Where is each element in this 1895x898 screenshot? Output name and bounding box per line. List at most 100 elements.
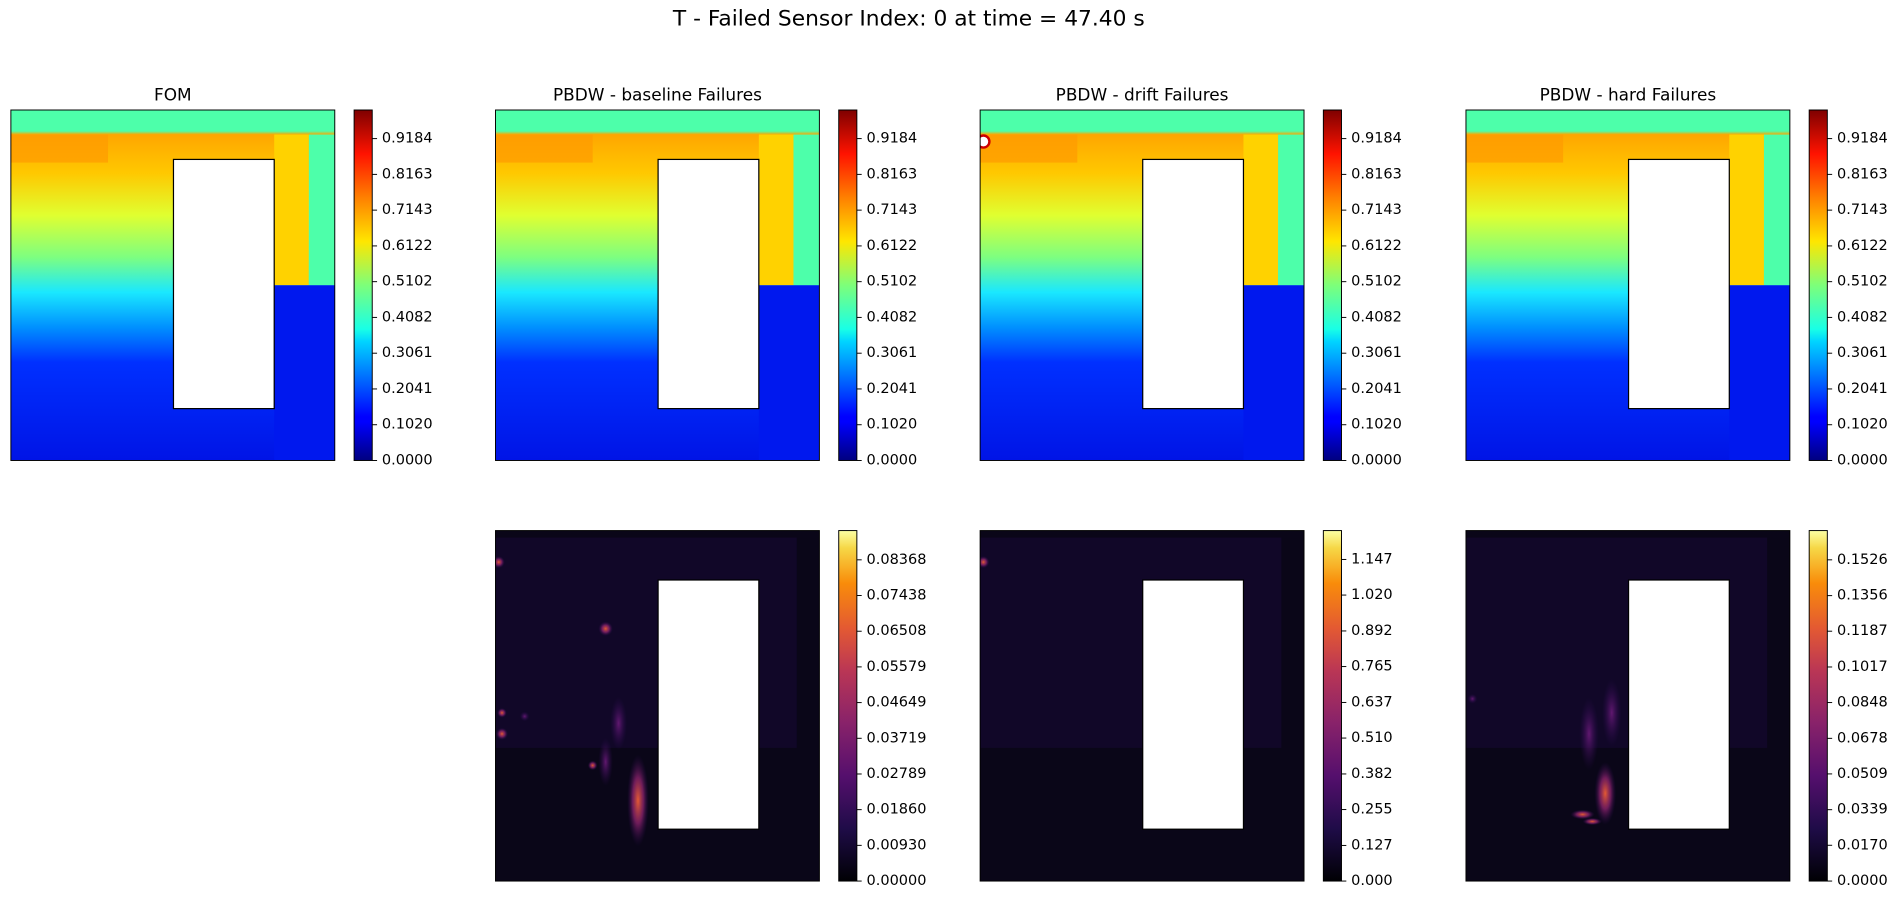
field-feature <box>495 556 505 569</box>
field-feature <box>1467 693 1478 704</box>
colorbar-tick-label: 0.1020 <box>1351 417 1402 433</box>
colorbar <box>1322 530 1342 882</box>
panel: 0.0000 0.0170 0.0339 0.0509 0.0678 0.0848 0.10… <box>1465 530 1888 889</box>
field-feature <box>627 754 649 847</box>
field-feature <box>587 760 598 771</box>
colorbar-tick-label: 0.1017 <box>1837 659 1888 675</box>
colorbar-tick-label: 0.1020 <box>382 417 433 433</box>
colorbar-tick-label: 0.000 <box>1351 873 1393 889</box>
field-region <box>793 134 820 286</box>
colorbar-tick-label: 0.7143 <box>1351 202 1402 218</box>
obstacle <box>1627 579 1730 830</box>
colorbar-tick-label: 0.4082 <box>867 309 918 325</box>
colorbar-tick-label: 0.382 <box>1351 766 1393 782</box>
colorbar <box>838 109 858 461</box>
colorbar-tick-label: 0.0509 <box>1837 766 1888 782</box>
colorbar <box>1322 109 1342 461</box>
panel-title: FOM <box>154 85 192 105</box>
colorbar-tick-label: 0.4082 <box>382 309 433 325</box>
field-region <box>1278 134 1305 286</box>
field <box>980 530 1305 882</box>
colorbar-tick-label: 0.00930 <box>867 837 927 853</box>
colorbar-tick-label: 0.637 <box>1351 694 1393 710</box>
colorbar-tick-label: 0.6122 <box>1837 238 1888 254</box>
colorbar-tick-label: 0.5102 <box>1837 274 1888 290</box>
colorbar-tick-label: 0.8163 <box>1351 166 1402 182</box>
colorbar-tick-label: 0.2041 <box>1837 381 1888 397</box>
colorbar-tick-label: 0.7143 <box>382 202 433 218</box>
colorbar-tick-label: 0.9184 <box>1351 131 1402 147</box>
colorbar-tick-label: 0.1356 <box>1837 588 1888 604</box>
colorbar-tick-label: 0.0848 <box>1837 695 1888 711</box>
colorbar-tick-label: 0.4082 <box>1351 309 1402 325</box>
axes-frame <box>10 109 336 461</box>
colorbar-tick-label: 0.8163 <box>867 166 918 182</box>
panel: PBDW - drift Failures 0.0000 0.1020 0.2041 0… <box>979 85 1402 468</box>
colorbar-tick-label: 0.8163 <box>1837 166 1888 182</box>
panel: PBDW - hard Failures 0.0000 0.1020 0.2041 0.… <box>1465 85 1888 468</box>
axes-frame <box>1465 109 1791 461</box>
colorbar-tick-label: 0.01860 <box>867 802 927 818</box>
colorbar-tick-label: 0.0678 <box>1837 730 1888 746</box>
field-background <box>495 530 820 882</box>
colorbar-tick-label: 0.0339 <box>1837 802 1888 818</box>
colorbar-tick-label: 0.6122 <box>382 238 433 254</box>
colorbar <box>838 530 858 882</box>
field-region <box>1729 134 1764 286</box>
colorbar-tick-label: 0.0000 <box>1351 452 1402 468</box>
colorbar-tick-label: 0.5102 <box>382 274 433 290</box>
colorbar-tick-label: 0.0000 <box>1837 452 1888 468</box>
obstacle <box>1142 579 1245 830</box>
colorbar-tick-label: 0.06508 <box>867 623 927 639</box>
colorbar <box>1808 109 1828 461</box>
field-region <box>758 134 794 286</box>
field-background <box>980 530 1305 882</box>
field-feature <box>1594 762 1617 825</box>
axes-frame <box>979 530 1305 882</box>
panel: FOM 0.0000 0.1020 0.2041 0.3061 0.4082 0.5102 0… <box>10 85 433 468</box>
colorbar-tick-label: 0.0000 <box>1837 873 1888 889</box>
field-background <box>1465 530 1790 882</box>
field-region <box>758 285 820 461</box>
colorbar-tick-label: 0.1187 <box>1837 623 1888 639</box>
colorbar-tick-label: 1.020 <box>1351 587 1393 603</box>
field-region <box>1243 134 1279 286</box>
panel: 0.000 0.127 0.255 0.382 0.510 0.637 0.765 0.892… <box>979 530 1393 889</box>
colorbar-tick-label: 0.00000 <box>867 873 927 889</box>
field-feature <box>495 727 509 740</box>
colorbar-tick-label: 0.1020 <box>1837 417 1888 433</box>
colorbar-tick-label: 0.05579 <box>867 659 927 675</box>
field-feature <box>980 556 990 569</box>
colorbar <box>353 109 373 461</box>
panel-title: PBDW - hard Failures <box>1540 85 1717 105</box>
field <box>10 110 335 461</box>
field-region <box>274 134 309 286</box>
field <box>495 110 820 461</box>
field-region <box>308 134 335 286</box>
field <box>1465 530 1790 882</box>
colorbar-tick-label: 0.0170 <box>1837 837 1888 853</box>
colorbar-tick-label: 0.5102 <box>1351 274 1402 290</box>
colorbar-tick-label: 0.3061 <box>867 345 918 361</box>
field-region <box>980 134 1078 163</box>
panel-title: PBDW - baseline Failures <box>553 85 762 105</box>
field-region <box>1729 285 1790 461</box>
colorbar-tick-label: 0.1526 <box>1837 552 1888 568</box>
colorbar-tick-label: 0.255 <box>1351 802 1393 818</box>
colorbar-tick-label: 0.2041 <box>382 381 433 397</box>
field-feature <box>598 737 613 787</box>
field-feature <box>497 707 507 718</box>
field-feature <box>1570 809 1595 820</box>
colorbar-tick-label: 0.3061 <box>382 345 433 361</box>
colorbar <box>1808 530 1828 882</box>
field-feature <box>610 696 628 750</box>
panel-title: PBDW - drift Failures <box>1056 85 1229 105</box>
field-feature <box>519 711 530 722</box>
axes-frame <box>979 109 1305 461</box>
field-region <box>1465 134 1564 163</box>
colorbar-tick-label: 1.147 <box>1351 551 1393 567</box>
colorbar-tick-label: 0.3061 <box>1351 345 1402 361</box>
field-feature <box>1579 697 1599 771</box>
colorbar-tick-label: 0.0000 <box>867 452 918 468</box>
